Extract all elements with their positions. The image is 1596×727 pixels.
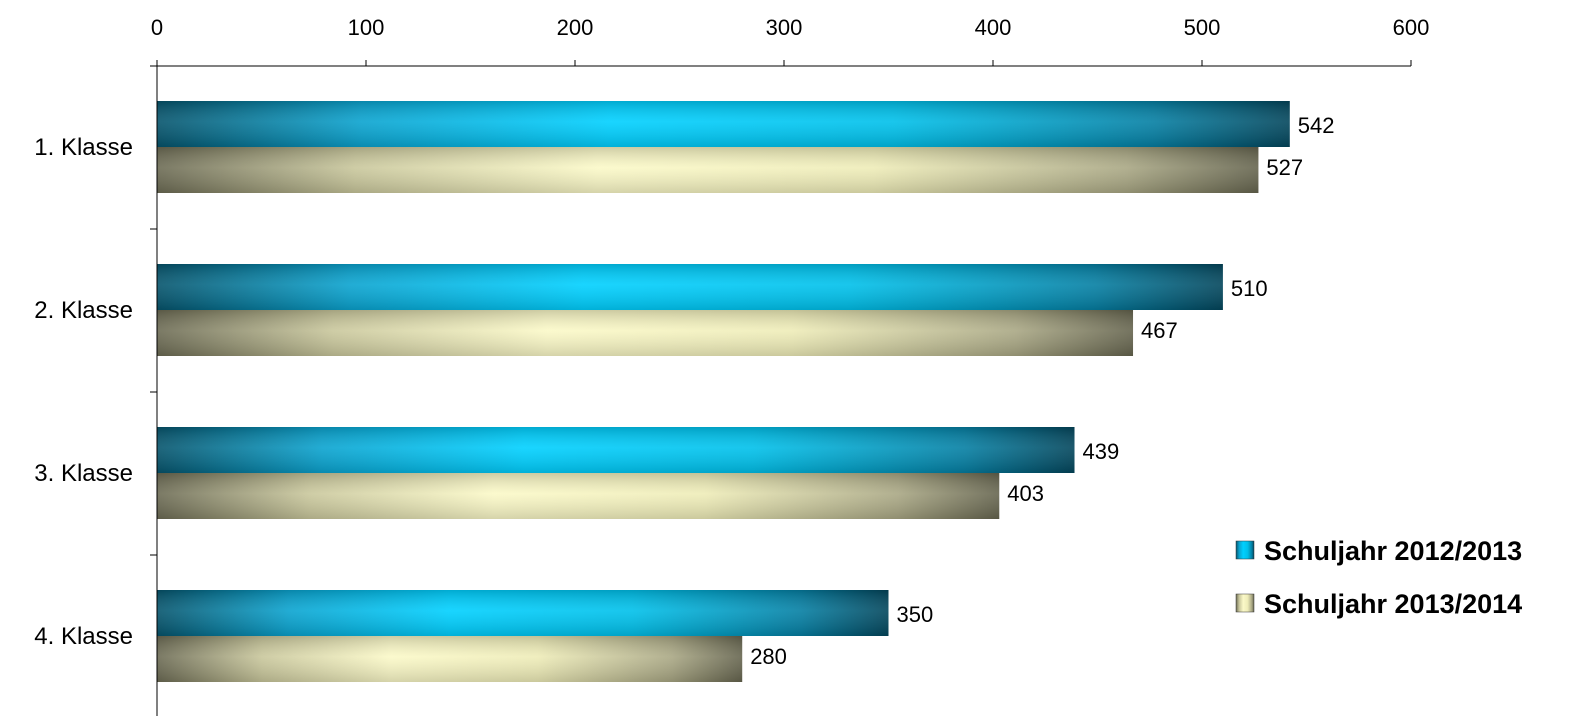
bar-sheen (157, 636, 743, 682)
data-label: 510 (1231, 276, 1268, 301)
category-label: 3. Klasse (34, 460, 133, 487)
x-tick-label: 0 (151, 15, 163, 40)
data-label: 350 (897, 602, 934, 627)
category-axis: 1. Klasse 2. Klasse 3. Klasse 4. Klasse (34, 65, 158, 716)
bars: 542 527 510 467 439 403 350 280 (157, 101, 1334, 682)
legend-entry: Schuljahr 2012/2013 (1264, 536, 1522, 566)
bar-sheen (157, 427, 1075, 473)
bar-sheen (157, 101, 1290, 147)
bar-sheen (157, 590, 889, 636)
x-tick-label: 500 (1184, 15, 1221, 40)
data-label: 439 (1083, 439, 1120, 464)
x-tick-label: 100 (348, 15, 385, 40)
legend-swatch (1235, 593, 1255, 613)
bar-sheen (157, 147, 1259, 193)
x-tick-label: 200 (557, 15, 594, 40)
bar-sheen (157, 473, 1000, 519)
x-tick-label: 600 (1393, 15, 1430, 40)
category-label: 4. Klasse (34, 623, 133, 650)
bar-sheen (157, 264, 1223, 310)
legend-swatch (1235, 540, 1255, 560)
data-label: 467 (1141, 318, 1178, 343)
x-axis: 0 100 200 300 400 500 600 (151, 15, 1430, 67)
legend-entry: Schuljahr 2013/2014 (1264, 589, 1522, 619)
x-tick-label: 300 (766, 15, 803, 40)
data-label: 542 (1298, 113, 1335, 138)
data-label: 403 (1007, 481, 1044, 506)
category-label: 1. Klasse (34, 134, 133, 161)
data-label: 280 (750, 644, 787, 669)
legend: Schuljahr 2012/2013 Schuljahr 2013/2014 (1235, 536, 1522, 619)
x-tick-label: 400 (975, 15, 1012, 40)
bar-sheen (157, 310, 1134, 356)
category-label: 2. Klasse (34, 297, 133, 324)
data-label: 527 (1266, 155, 1303, 180)
